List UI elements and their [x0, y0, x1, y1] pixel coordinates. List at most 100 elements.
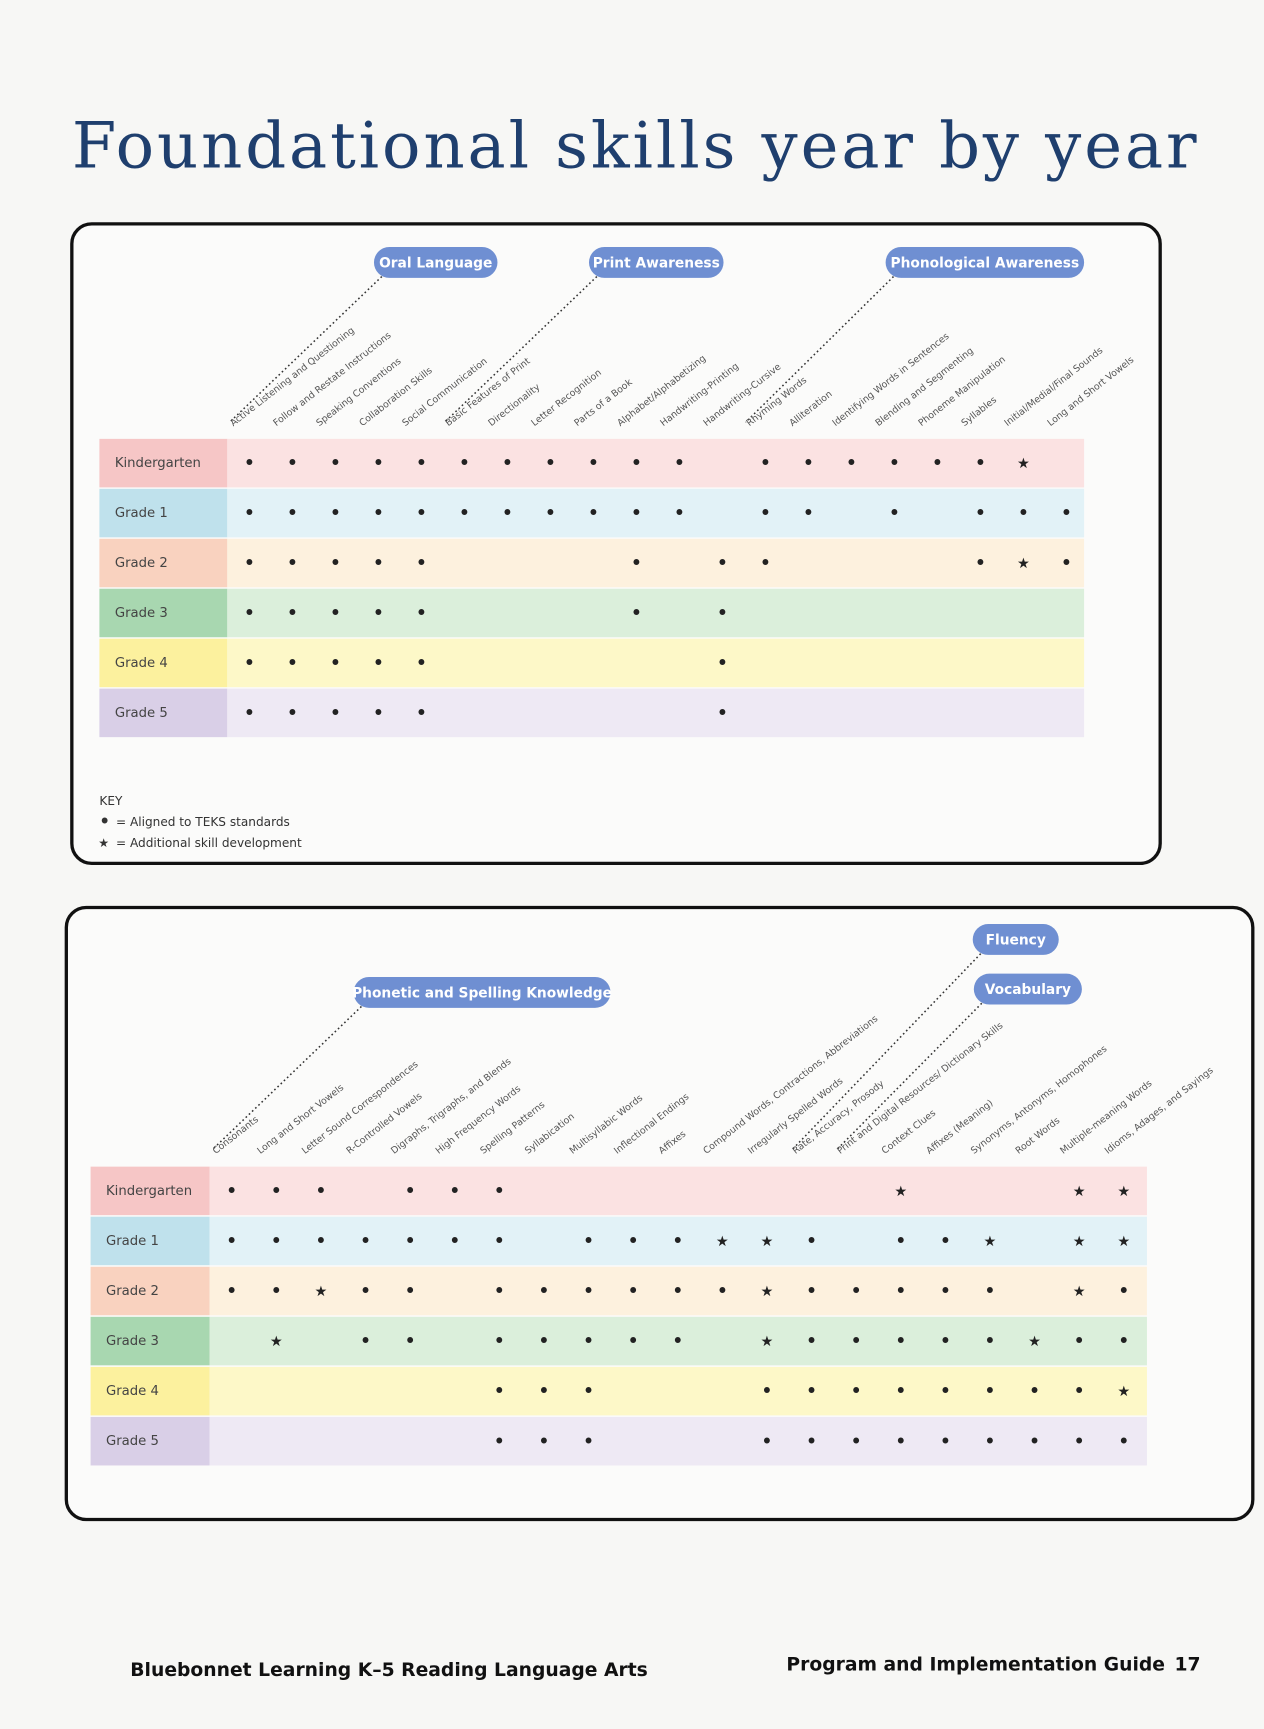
row-header [90, 1216, 210, 1266]
cell-symbol: • [316, 1181, 327, 1200]
cell-symbol: ★ [1073, 1184, 1086, 1200]
cell-symbol: • [985, 1282, 996, 1301]
cell-symbol: • [330, 554, 341, 573]
cell-symbol: • [717, 604, 728, 623]
cell-symbol: • [1074, 1382, 1085, 1401]
row-body [227, 488, 1085, 538]
cell-symbol: • [760, 554, 771, 573]
cell-symbol: • [330, 504, 341, 523]
cell-symbol: • [416, 454, 427, 473]
cell-symbol: • [631, 454, 642, 473]
cell-symbol: • [895, 1382, 906, 1401]
group-pill [353, 976, 611, 1008]
cell-symbol: • [940, 1332, 951, 1351]
row-header [99, 638, 228, 688]
row-body [209, 1216, 1147, 1266]
cell-symbol: • [416, 654, 427, 673]
cell-symbol: ★ [1028, 1334, 1041, 1350]
cell-symbol: • [416, 604, 427, 623]
cell-symbol: • [405, 1332, 416, 1351]
group-label: Vocabulary [985, 982, 1071, 998]
row-header [99, 438, 228, 488]
cell-symbol: • [330, 604, 341, 623]
row-body [227, 538, 1085, 588]
key-text: = Additional skill development [116, 836, 302, 850]
cell-symbol: • [889, 504, 900, 523]
cell-symbol: • [494, 1382, 505, 1401]
cell-symbol: • [851, 1282, 862, 1301]
cell-symbol: • [287, 654, 298, 673]
row-label: Grade 5 [106, 1434, 159, 1449]
cell-symbol: • [545, 454, 556, 473]
cell-symbol: • [271, 1282, 282, 1301]
cell-symbol: • [226, 1181, 237, 1200]
cell-symbol: • [895, 1232, 906, 1251]
cell-symbol: • [588, 454, 599, 473]
cell-symbol: • [1029, 1382, 1040, 1401]
cell-symbol: • [373, 454, 384, 473]
row-body [209, 1416, 1147, 1466]
group-pill [885, 247, 1085, 278]
cell-symbol: • [803, 504, 814, 523]
cell-symbol: • [975, 504, 986, 523]
page-number: 17 [1175, 1655, 1201, 1676]
cell-symbol: • [539, 1332, 550, 1351]
cell-symbol: • [287, 454, 298, 473]
cell-symbol: • [806, 1232, 817, 1251]
group-pill [373, 247, 498, 278]
cell-symbol: • [449, 1181, 460, 1200]
cell-symbol: • [674, 454, 685, 473]
cell-symbol: • [895, 1432, 906, 1451]
cell-symbol: • [1029, 1432, 1040, 1451]
cell-symbol: • [762, 1432, 773, 1451]
cell-symbol: • [588, 504, 599, 523]
group-pill [588, 247, 724, 278]
cell-symbol: • [494, 1181, 505, 1200]
cell-symbol: • [846, 454, 857, 473]
row-body [227, 438, 1085, 488]
cell-symbol: • [628, 1232, 639, 1251]
row-label: Grade 3 [106, 1334, 159, 1349]
row-header [99, 588, 228, 638]
cell-symbol: ★ [1117, 1184, 1130, 1200]
row-header [90, 1316, 210, 1366]
cell-symbol: • [803, 454, 814, 473]
cell-symbol: • [717, 654, 728, 673]
cell-symbol: • [287, 703, 298, 722]
cell-symbol: • [1119, 1432, 1130, 1451]
cell-symbol: • [1061, 504, 1072, 523]
group-label: Phonetic and Spelling Knowledge [352, 986, 612, 1002]
row-label: Grade 2 [106, 1284, 159, 1299]
cell-symbol: • [244, 504, 255, 523]
group-label: Phonological Awareness [891, 256, 1080, 272]
cell-symbol: • [244, 654, 255, 673]
cell-symbol: • [494, 1282, 505, 1301]
cell-symbol: • [244, 604, 255, 623]
row-label: Grade 1 [115, 506, 168, 521]
cell-symbol: • [806, 1382, 817, 1401]
cell-symbol: • [405, 1232, 416, 1251]
cell-symbol: • [985, 1332, 996, 1351]
leader-line [444, 272, 601, 423]
cell-symbol: • [502, 504, 513, 523]
cell-symbol: • [672, 1332, 683, 1351]
row-body [209, 1366, 1147, 1416]
row-header [99, 488, 228, 538]
cell-symbol: • [1119, 1282, 1130, 1301]
key-symbol: ★ [98, 836, 109, 850]
cell-symbol: • [672, 1282, 683, 1301]
cell-symbol: ★ [1017, 556, 1030, 572]
cell-symbol: • [1074, 1332, 1085, 1351]
cell-symbol: • [975, 554, 986, 573]
cell-symbol: • [287, 554, 298, 573]
cell-symbol: • [851, 1332, 862, 1351]
row-label: Grade 4 [106, 1384, 159, 1399]
cell-symbol: • [717, 703, 728, 722]
cell-symbol: • [628, 1332, 639, 1351]
cell-symbol: • [583, 1432, 594, 1451]
cell-symbol: • [494, 1232, 505, 1251]
cell-symbol: • [932, 454, 943, 473]
cell-symbol: • [975, 454, 986, 473]
cell-symbol: • [1018, 504, 1029, 523]
